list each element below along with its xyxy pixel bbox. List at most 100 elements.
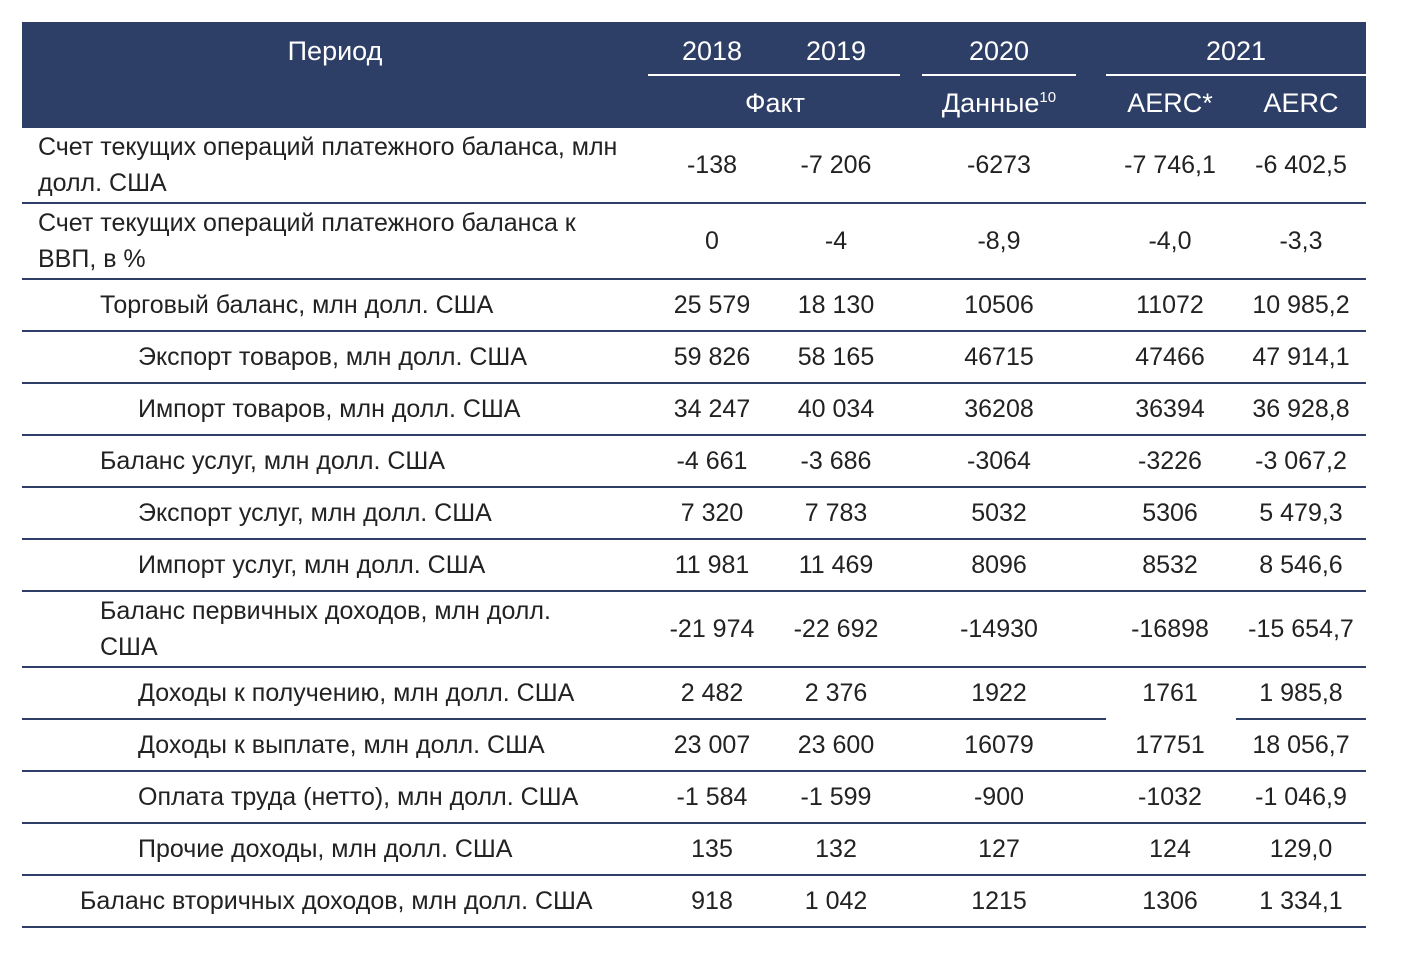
cell-2019: 2 376 — [804, 678, 868, 707]
table-row: Счет текущих операций платежного баланса… — [22, 128, 1366, 204]
cell-2019: 40 034 — [797, 394, 875, 423]
cell-2020: 16079 — [964, 730, 1034, 759]
row-label: Баланс первичных доходов, млн долл. США — [100, 597, 551, 661]
cell-2021-aerc: 1 334,1 — [1259, 886, 1343, 915]
cell-2020: -3064 — [967, 446, 1031, 475]
cell-2018: 11 981 — [674, 550, 750, 579]
year-2020-header: 2020 — [968, 36, 1030, 66]
header-divider-2020 — [922, 74, 1076, 76]
table-row: Торговый баланс, млн долл. США 25 579 18… — [22, 280, 1366, 332]
cell-2021-aerc: -3,3 — [1279, 226, 1323, 255]
table-row: Оплата труда (нетто), млн долл. США -1 5… — [22, 772, 1366, 824]
cell-2021-aerc: 129,0 — [1269, 834, 1333, 863]
cell-2021-aerc-star: 124 — [1149, 834, 1191, 863]
cell-2019: 23 600 — [797, 730, 875, 759]
cell-2021-aerc-star: 1306 — [1142, 886, 1198, 915]
cell-2018: -138 — [686, 150, 738, 179]
data-subheader: Данные10 — [922, 88, 1076, 118]
cell-2020: -6273 — [967, 150, 1031, 179]
cell-2021-aerc-star: -7 746,1 — [1124, 150, 1216, 179]
cell-2021-aerc: 36 928,8 — [1252, 394, 1350, 423]
cell-2018: 25 579 — [673, 290, 751, 319]
table-row: Импорт услуг, млн долл. США 11 981 11 46… — [22, 540, 1366, 592]
table-header: Период 2018 2019 2020 2021 Факт Данные10… — [22, 22, 1366, 128]
fact-subheader: Факт — [744, 88, 806, 118]
cell-2019: -4 — [824, 226, 848, 255]
cell-2018: 7 320 — [680, 498, 744, 527]
period-header: Период — [287, 36, 383, 66]
cell-2021-aerc: 8 546,6 — [1259, 550, 1343, 579]
table-row: Доходы к выплате, млн долл. США 23 007 2… — [22, 720, 1366, 772]
cell-2021-aerc: -6 402,5 — [1255, 150, 1347, 179]
row-label: Импорт товаров, млн долл. США — [138, 395, 521, 423]
cell-2018: -4 661 — [676, 446, 748, 475]
table-row: Экспорт товаров, млн долл. США 59 826 58… — [22, 332, 1366, 384]
table-row: Баланс услуг, млн долл. США -4 661 -3 68… — [22, 436, 1366, 488]
row-label: Прочие доходы, млн долл. США — [138, 835, 513, 863]
balance-of-payments-table: Период 2018 2019 2020 2021 Факт Данные10… — [22, 22, 1366, 928]
cell-2019: -1 599 — [800, 782, 872, 811]
cell-2020: 46715 — [964, 342, 1034, 371]
row-label: Экспорт товаров, млн долл. США — [138, 343, 528, 371]
cell-2018: 918 — [691, 886, 733, 915]
cell-2021-aerc: 10 985,2 — [1252, 290, 1350, 319]
cell-2020: 127 — [978, 834, 1020, 863]
cell-2019: -3 686 — [800, 446, 872, 475]
year-2018-header: 2018 — [681, 36, 743, 66]
cell-2020: -8,9 — [977, 226, 1021, 255]
cell-2021-aerc-star: 36394 — [1135, 394, 1205, 423]
cell-2020: 5032 — [971, 498, 1027, 527]
row-label: Доходы к получению, млн долл. США — [138, 679, 575, 707]
year-2021-header: 2021 — [1205, 36, 1267, 66]
cell-2021-aerc: 18 056,7 — [1252, 730, 1350, 759]
data-subheader-text: Данные — [941, 88, 1040, 118]
cell-2021-aerc-star: -3226 — [1138, 446, 1202, 475]
table-row: Прочие доходы, млн долл. США 135 132 127… — [22, 824, 1366, 876]
cell-2021-aerc: -15 654,7 — [1248, 614, 1354, 643]
cell-2018: 23 007 — [673, 730, 751, 759]
cell-2020: 1215 — [971, 886, 1027, 915]
year-2019-header: 2019 — [805, 36, 867, 66]
cell-2019: -7 206 — [800, 150, 872, 179]
footnote-marker: 10 — [1039, 89, 1057, 106]
table-row: Счет текущих операций платежного баланса… — [22, 204, 1366, 280]
cell-2019: 18 130 — [797, 290, 875, 319]
cell-2021-aerc-star: -4,0 — [1148, 226, 1192, 255]
cell-2021-aerc-star: -16898 — [1131, 614, 1209, 643]
row-label: Счет текущих операций платежного баланса… — [38, 209, 576, 273]
table-row: Экспорт услуг, млн долл. США 7 320 7 783… — [22, 488, 1366, 540]
cell-2019: 132 — [815, 834, 857, 863]
cell-2019: -22 692 — [793, 614, 879, 643]
cell-2020: -14930 — [960, 614, 1038, 643]
cell-2021-aerc: 47 914,1 — [1252, 342, 1350, 371]
cell-2021-aerc-star: 11072 — [1136, 290, 1204, 319]
cell-2018: -21 974 — [669, 614, 755, 643]
cell-2020: -900 — [973, 782, 1025, 811]
cell-2019: 11 469 — [798, 550, 874, 579]
cell-2018: 2 482 — [680, 678, 744, 707]
cell-2021-aerc-star: 5306 — [1142, 498, 1198, 527]
row-label: Баланс вторичных доходов, млн долл. США — [80, 887, 593, 915]
header-divider-2021 — [1106, 74, 1366, 76]
cell-2021-aerc-star: 47466 — [1135, 342, 1205, 371]
row-label: Доходы к выплате, млн долл. США — [138, 731, 545, 759]
cell-2021-aerc: -3 067,2 — [1255, 446, 1347, 475]
row-label: Счет текущих операций платежного баланса… — [38, 133, 618, 197]
cell-2018: 59 826 — [673, 342, 751, 371]
header-divider-fact — [648, 74, 900, 76]
row-label: Экспорт услуг, млн долл. США — [138, 499, 492, 527]
aerc-star-subheader: AERC* — [1127, 88, 1213, 118]
cell-2021-aerc-star: 1761 — [1142, 678, 1198, 707]
table-row: Импорт товаров, млн долл. США 34 247 40 … — [22, 384, 1366, 436]
row-label: Баланс услуг, млн долл. США — [100, 447, 445, 475]
row-label: Торговый баланс, млн долл. США — [100, 291, 494, 319]
table-row: Баланс вторичных доходов, млн долл. США … — [22, 876, 1366, 928]
cell-2021-aerc: 1 985,8 — [1259, 678, 1343, 707]
rule-gap — [1106, 718, 1236, 720]
cell-2020: 1922 — [971, 678, 1027, 707]
cell-2021-aerc-star: -1032 — [1138, 782, 1202, 811]
cell-2021-aerc-star: 8532 — [1142, 550, 1198, 579]
cell-2021-aerc-star: 17751 — [1135, 730, 1205, 759]
table-row: Доходы к получению, млн долл. США 2 482 … — [22, 668, 1366, 720]
cell-2021-aerc: -1 046,9 — [1255, 782, 1347, 811]
